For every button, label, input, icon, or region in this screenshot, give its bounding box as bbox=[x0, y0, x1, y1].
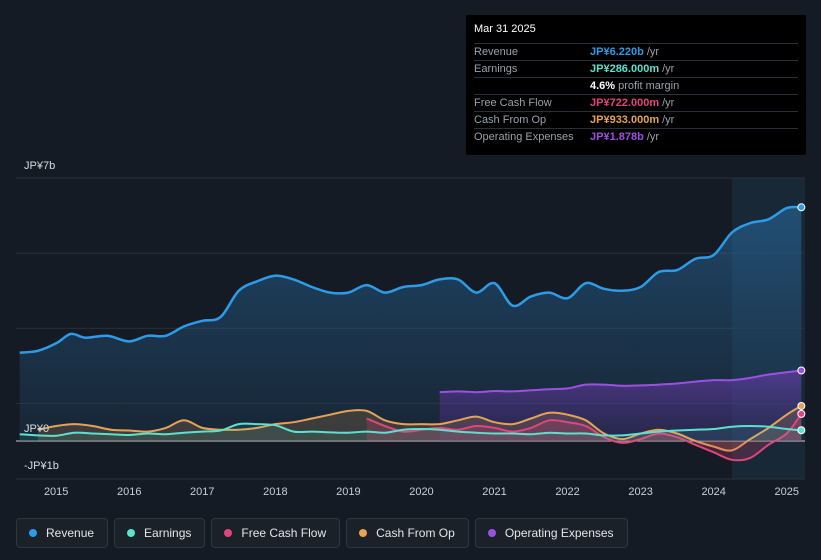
line-earnings bbox=[19, 422, 802, 437]
x-tick-label: 2023 bbox=[628, 486, 652, 498]
legend-cash-from-op[interactable]: Cash From Op bbox=[346, 518, 469, 548]
tooltip-label: Cash From Op bbox=[474, 114, 547, 126]
x-tick-label: 2025 bbox=[774, 486, 798, 498]
line-free-cash-flow bbox=[366, 413, 803, 462]
x-tick-label: 2021 bbox=[482, 486, 506, 498]
line-cash-from-op bbox=[37, 405, 802, 452]
area-operating-expenses bbox=[439, 370, 802, 441]
tooltip-value: JP¥1.878b bbox=[590, 131, 644, 143]
legend-revenue[interactable]: Revenue bbox=[16, 518, 109, 548]
tooltip-row-revenue: Revenue JP¥6.220b /yr bbox=[474, 43, 798, 60]
legend-dot-icon bbox=[359, 529, 368, 537]
tooltip-row-opex: Operating Expenses JP¥1.878b /yr bbox=[474, 128, 798, 145]
legend-label: Cash From Op bbox=[376, 526, 455, 540]
tooltip-unit: /yr bbox=[662, 63, 675, 75]
tooltip-unit: /yr bbox=[662, 97, 675, 109]
x-tick-label: 2022 bbox=[555, 486, 579, 498]
legend-label: Earnings bbox=[144, 526, 192, 540]
legend-label: Operating Expenses bbox=[504, 526, 614, 540]
x-tick-label: 2024 bbox=[701, 486, 725, 498]
tooltip-row-margin: 4.6% profit margin bbox=[474, 77, 798, 94]
x-tick-label: 2015 bbox=[44, 486, 68, 498]
y-label-top: JP¥7b bbox=[24, 160, 56, 172]
line-operating-expenses bbox=[439, 369, 802, 394]
endpoint-operating-expenses bbox=[797, 366, 806, 375]
tooltip-unit: /yr bbox=[646, 131, 660, 143]
legend-label: Revenue bbox=[46, 526, 95, 540]
endpoint-earnings bbox=[797, 426, 806, 435]
endpoint-revenue bbox=[797, 203, 806, 212]
tooltip-row-fcf: Free Cash Flow JP¥722.000m /yr bbox=[474, 94, 798, 111]
tooltip-value: JP¥6.220b bbox=[590, 46, 644, 58]
legend-dot-icon bbox=[224, 529, 233, 537]
tooltip-label: Earnings bbox=[474, 63, 518, 75]
tooltip-unit: /yr bbox=[646, 46, 660, 58]
area-revenue bbox=[19, 206, 802, 441]
legend-label: Free Cash Flow bbox=[241, 526, 327, 540]
legend-earnings[interactable]: Earnings bbox=[114, 518, 206, 548]
tooltip-label: Free Cash Flow bbox=[474, 97, 552, 109]
x-tick-label: 2016 bbox=[117, 486, 141, 498]
legend-dot-icon bbox=[29, 529, 37, 537]
tooltip-row-cfo: Cash From Op JP¥933.000m /yr bbox=[474, 111, 798, 128]
chart-legend: Revenue Earnings Free Cash Flow Cash Fro… bbox=[16, 518, 628, 548]
legend-operating-expenses[interactable]: Operating Expenses bbox=[474, 518, 628, 548]
legend-dot-icon bbox=[487, 529, 496, 537]
tooltip-unit: profit margin bbox=[618, 80, 680, 92]
y-label-zero: JP¥0 bbox=[24, 423, 50, 435]
endpoint-cash-from-op bbox=[797, 401, 806, 410]
legend-free-cash-flow[interactable]: Free Cash Flow bbox=[211, 518, 341, 548]
tooltip-panel: Mar 31 2025 Revenue JP¥6.220b /yr Earnin… bbox=[466, 15, 806, 155]
x-tick-label: 2019 bbox=[336, 486, 360, 498]
tooltip-label: Operating Expenses bbox=[474, 131, 574, 143]
tooltip-row-earnings: Earnings JP¥286.000m /yr bbox=[474, 60, 798, 77]
tooltip-value: JP¥286.000m bbox=[590, 63, 660, 75]
tooltip-label: Revenue bbox=[474, 46, 519, 58]
tooltip-date: Mar 31 2025 bbox=[474, 23, 536, 35]
line-revenue bbox=[19, 205, 802, 354]
endpoint-free-cash-flow bbox=[797, 409, 806, 418]
x-tick-label: 2020 bbox=[409, 486, 433, 498]
tooltip-unit: /yr bbox=[662, 114, 675, 126]
area-earnings bbox=[19, 423, 802, 441]
area-free-cash-flow bbox=[366, 413, 802, 461]
x-tick-label: 2018 bbox=[263, 486, 287, 498]
legend-dot-icon bbox=[127, 529, 136, 537]
x-tick-label: 2017 bbox=[190, 486, 214, 498]
tooltip-value: JP¥933.000m bbox=[590, 114, 660, 126]
tooltip-value: 4.6% bbox=[590, 80, 616, 92]
tooltip-value: JP¥722.000m bbox=[590, 97, 660, 109]
y-label-bottom: -JP¥1b bbox=[24, 460, 59, 472]
